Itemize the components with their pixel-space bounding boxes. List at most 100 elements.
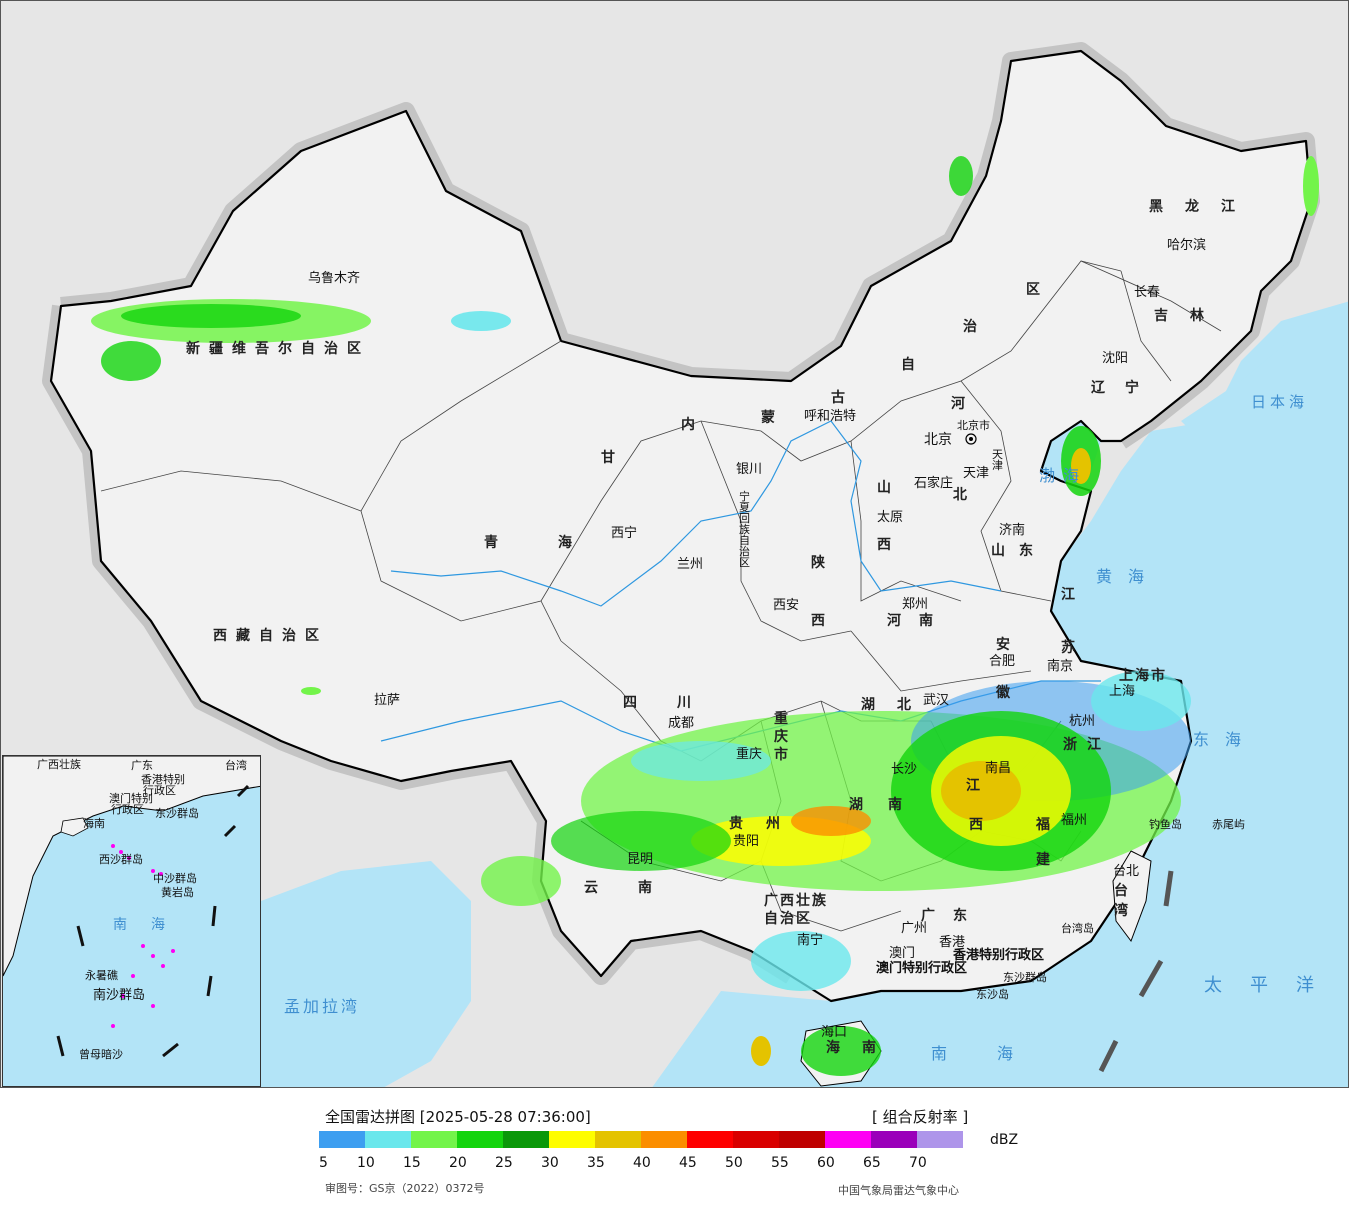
region-label-hk: 香港特别行政区 <box>953 948 1045 963</box>
province-label-guizhou-2: 州 <box>766 816 789 832</box>
legend-color-cell <box>595 1131 641 1148</box>
city-label-urumqi: 乌鲁木齐 <box>308 271 361 286</box>
city-label-changsha: 长沙 <box>891 762 918 777</box>
province-label-xinjiang: 新疆维吾尔自治区 <box>186 341 370 357</box>
sea-label-bohai: 渤海 <box>1039 466 1088 485</box>
legend-tick-label: 20 <box>449 1155 467 1171</box>
radar-map[interactable]: 新疆维吾尔自治区 西藏自治区 青海 甘 内 蒙 古 自 治 区 黑龙江 吉林 辽… <box>0 0 1349 1088</box>
city-label-harbin: 哈尔滨 <box>1167 238 1207 253</box>
province-label-neimenggu-1: 内 <box>681 417 704 433</box>
province-label-guizhou-1: 贵 <box>729 816 752 832</box>
inset-label-nanhai: 南海 <box>113 917 189 933</box>
island-label-dongsha-island: 东沙岛 <box>976 988 1009 1001</box>
province-label-shaanxi-1: 陕 <box>811 555 834 571</box>
sea-label-taipingyang: 太平洋 <box>1204 975 1342 996</box>
inset-label-guangxi: 广西壮族 <box>37 758 81 771</box>
province-label-shandong: 山东 <box>991 543 1047 559</box>
island-label-diaoyu: 钓鱼岛 <box>1149 818 1182 831</box>
maritime-boundary <box>1098 870 1174 1073</box>
legend-tick-label: 50 <box>725 1155 743 1171</box>
island-label-chiwei: 赤尾屿 <box>1212 818 1245 831</box>
map-approval-number: 审图号：GS京（2022）0372号 <box>325 1182 485 1195</box>
province-label-shanxi-2: 西 <box>877 537 900 553</box>
south-china-sea-inset: 广西壮族 广东 台湾 香港特别 行政区 澳门特别 行政区 东沙群岛 海南 西沙群… <box>2 755 261 1087</box>
city-label-fuzhou: 福州 <box>1061 813 1088 828</box>
legend-color-cell <box>825 1131 871 1148</box>
inset-islands <box>111 844 175 1028</box>
radar-echoes <box>91 156 1319 1076</box>
province-label-guangdong: 广东 <box>921 908 985 924</box>
province-label-guangxi-2: 自治区 <box>764 911 812 927</box>
island-label-taiwan-island: 台湾岛 <box>1061 922 1094 935</box>
sea-label-nanhai: 南海 <box>931 1044 1064 1063</box>
province-label-anhui-1: 安 <box>996 637 1019 653</box>
legend-panel: 全国雷达拼图 [2025-05-28 07:36:00] [ 组合反射率 ] d… <box>0 1088 1349 1208</box>
inset-boundary <box>56 784 250 1058</box>
province-label-sichuan: 四川 <box>623 695 731 711</box>
legend-color-cell <box>871 1131 917 1148</box>
inset-label-xisha: 西沙群岛 <box>99 853 143 866</box>
city-label-lanzhou: 兰州 <box>677 557 704 572</box>
city-label-shenyang: 沈阳 <box>1102 351 1129 366</box>
province-label-neimenggu-2: 蒙 <box>761 410 784 426</box>
east-sea-water <box>652 301 1348 1087</box>
city-label-wuhan: 武汉 <box>923 693 950 708</box>
city-label-nanning: 南宁 <box>797 933 824 948</box>
region-label-macao: 澳门特别行政区 <box>876 961 968 976</box>
province-label-hunan-1: 湖 <box>849 797 872 813</box>
legend-color-cell <box>917 1131 963 1148</box>
province-label-fujian-1: 福 <box>1036 817 1059 833</box>
sea-label-mengjiala: 孟加拉湾 <box>284 997 361 1016</box>
province-label-ningxia: 宁夏回族自治区 <box>739 490 750 569</box>
city-label-lhasa: 拉萨 <box>374 693 401 708</box>
province-label-qinghai: 青海 <box>484 535 632 551</box>
province-label-hunan-2: 南 <box>888 797 911 813</box>
inset-land <box>3 756 260 977</box>
inset-canvas <box>3 756 260 1058</box>
province-label-fujian-2: 建 <box>1036 852 1059 868</box>
province-label-liaoning: 辽宁 <box>1091 380 1159 396</box>
sea-label-huanghai: 黄海 <box>1096 567 1161 586</box>
city-label-xian: 西安 <box>773 598 800 613</box>
taiwan-land <box>1112 850 1152 943</box>
province-label-jiangsu-2: 苏 <box>1061 640 1084 656</box>
legend-tick-label: 25 <box>495 1155 513 1171</box>
legend-tick-label: 40 <box>633 1155 651 1171</box>
legend-tick-label: 35 <box>587 1155 605 1171</box>
province-label-hebei-2: 北 <box>953 487 976 503</box>
inset-label-yongshu: 永暑礁 <box>85 969 118 982</box>
province-label-beijing: 北京市 <box>957 419 990 432</box>
city-label-yinchuan: 银川 <box>736 462 763 477</box>
city-label-hefei: 合肥 <box>989 654 1016 669</box>
legend-title: 全国雷达拼图 [2025-05-28 07:36:00] <box>325 1108 591 1126</box>
inset-label-macao2: 行政区 <box>111 803 144 816</box>
legend-color-cell <box>687 1131 733 1148</box>
legend-tick-label: 65 <box>863 1155 881 1171</box>
sea-label-ribenhai: 日本海 <box>1251 393 1309 411</box>
inset-label-zhongsha: 中沙群岛 <box>153 872 197 885</box>
province-label-jiangxi-2: 西 <box>969 817 992 833</box>
inset-label-zengmu: 曾母暗沙 <box>79 1048 123 1061</box>
legend-color-cell <box>733 1131 779 1148</box>
city-label-zhengzhou: 郑州 <box>902 597 929 612</box>
inset-hainan <box>60 817 89 837</box>
inset-label-taiwan: 台湾 <box>225 759 247 772</box>
city-label-beijing: 北京 <box>924 432 952 448</box>
city-label-nanchang: 南昌 <box>985 761 1012 776</box>
province-label-heilongjiang: 黑龙江 <box>1149 199 1257 215</box>
inset-label-hk: 香港特别 <box>141 773 185 786</box>
city-label-xining: 西宁 <box>611 526 638 541</box>
province-label-tianjin: 天津 <box>992 448 1003 472</box>
inset-label-huangyan: 黄岩岛 <box>161 886 194 899</box>
province-label-shaanxi-2: 西 <box>811 613 834 629</box>
legend-color-cell <box>549 1131 595 1148</box>
legend-color-cell <box>503 1131 549 1148</box>
province-label-hainan: 海南 <box>826 1040 898 1056</box>
province-label-zhejiang: 浙江 <box>1063 737 1111 753</box>
province-label-neimenggu-4: 自 <box>901 357 924 373</box>
inset-label-dongsha: 东沙群岛 <box>155 807 199 820</box>
city-label-hongkong: 香港 <box>939 935 966 950</box>
legend-color-cell <box>319 1131 365 1148</box>
city-label-shanghai: 上海 <box>1109 684 1136 699</box>
legend-tick-label: 30 <box>541 1155 559 1171</box>
